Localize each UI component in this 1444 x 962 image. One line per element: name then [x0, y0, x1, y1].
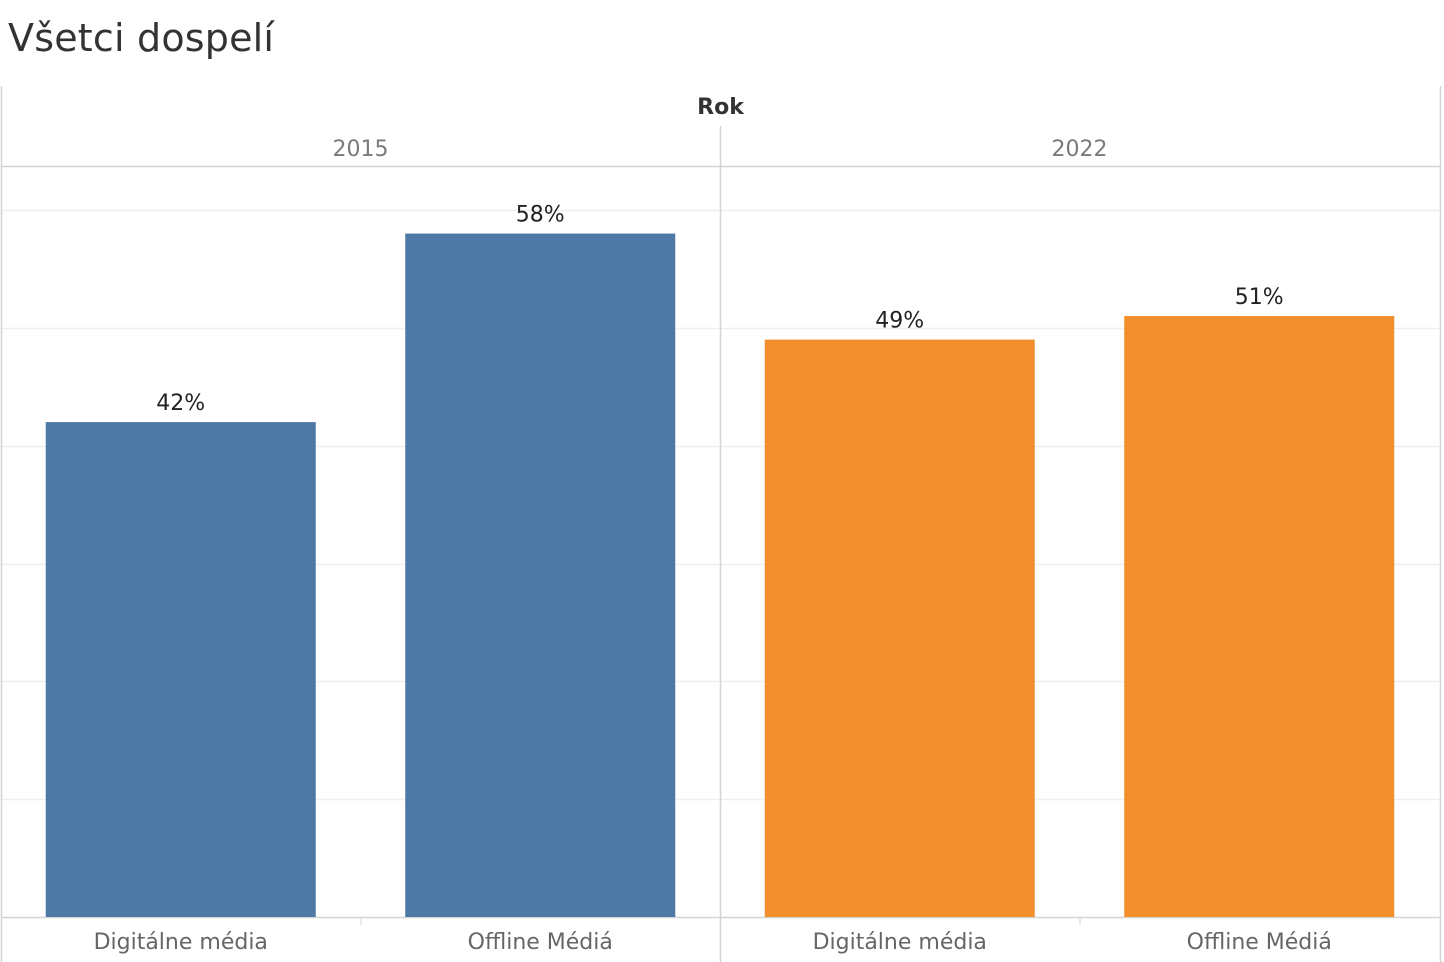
category-tick-label: Digitálne média	[94, 930, 268, 955]
facet-axis-label: Rok	[697, 95, 745, 120]
category-ticks: Digitálne média Offline Médiá Digitálne mé…	[94, 930, 1332, 955]
value-label: 51%	[1235, 285, 1284, 310]
bar-2015-2	[405, 234, 675, 917]
value-label: 42%	[156, 391, 205, 416]
bar-2015-1	[46, 422, 316, 917]
value-label: 58%	[516, 203, 565, 228]
category-tick-label: Offline Médiá	[1187, 930, 1332, 955]
value-label: 49%	[875, 309, 924, 334]
category-tick-label: Offline Médiá	[468, 930, 613, 955]
bar-2022-2	[1124, 316, 1394, 917]
chart-area: Rok 2015 2022 42% 58% 49% 51% Digitálne média…	[0, 0, 1444, 962]
category-tick-label: Digitálne média	[813, 930, 987, 955]
bar-2022-1	[765, 340, 1035, 917]
facet-header-2022: 2022	[1052, 137, 1108, 162]
facet-header-2015: 2015	[333, 137, 389, 162]
